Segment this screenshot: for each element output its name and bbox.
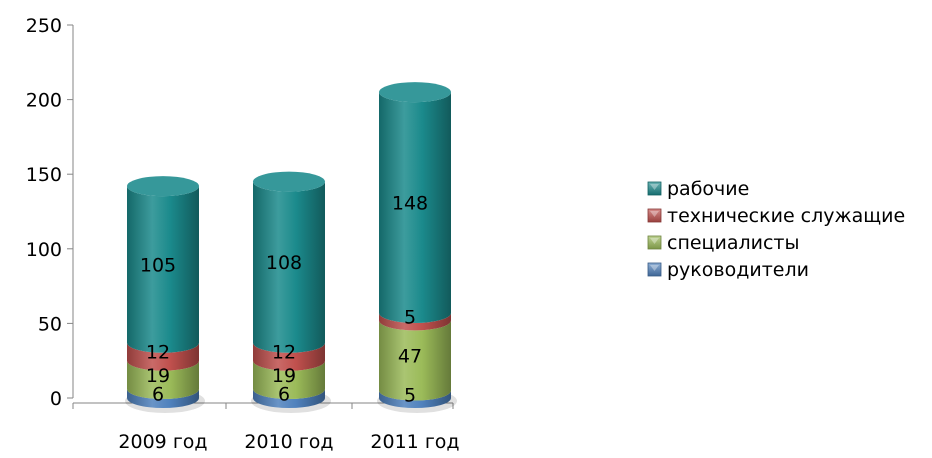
legend-item: специалисты (647, 232, 800, 254)
data-label: 12 (272, 342, 296, 364)
bars (125, 82, 457, 413)
bar-1-2 (379, 320, 451, 401)
bar-2-2 (379, 312, 451, 331)
data-label: 6 (278, 384, 290, 406)
data-label: 12 (146, 342, 170, 364)
y-tick-label: 100 (26, 239, 62, 261)
legend: рабочие технические служащие специалисты ру… (647, 178, 905, 281)
bar-3-1 (253, 171, 325, 353)
bar-0-0 (127, 389, 199, 408)
legend-label: специалисты (667, 232, 800, 254)
legend-swatch (647, 208, 662, 223)
bar-3-0 (127, 176, 199, 353)
x-tick-label: 2011 год (370, 431, 459, 453)
y-tick-label: 50 (38, 313, 62, 335)
bar-1-1 (253, 360, 325, 400)
legend-label: технические служащие (667, 205, 905, 227)
bar-3-2 (379, 82, 451, 323)
bar-0-1 (253, 389, 325, 408)
bar-2-1 (253, 342, 325, 371)
legend-item: рабочие (647, 178, 749, 200)
legend-label: руководители (667, 259, 809, 281)
data-label: 5 (404, 384, 416, 406)
y-tick-label: 250 (26, 15, 62, 37)
data-label: 5 (404, 307, 416, 329)
legend-swatch (647, 181, 662, 196)
data-label: 47 (398, 345, 422, 367)
data-label: 19 (146, 365, 170, 387)
axes: 0 50 100 150 200 250 2009 год 2010 год 2011 год (26, 15, 460, 453)
data-label: 19 (272, 365, 296, 387)
legend-label: рабочие (667, 178, 749, 200)
legend-swatch (647, 235, 662, 250)
x-tick-label: 2009 год (118, 431, 207, 453)
data-label: 108 (266, 252, 302, 274)
bar-1-0 (127, 360, 199, 400)
y-tick-label: 0 (50, 388, 62, 410)
bar-2-0 (127, 342, 199, 371)
legend-item: технические служащие (647, 205, 905, 227)
y-tick-label: 150 (26, 164, 62, 186)
legend-swatch (647, 262, 662, 277)
x-tick-label: 2010 год (244, 431, 333, 453)
data-label: 148 (392, 193, 428, 215)
data-label: 105 (140, 254, 176, 276)
legend-item: руководители (647, 259, 809, 281)
y-tick-label: 200 (26, 90, 62, 112)
bar-0-2 (379, 390, 451, 408)
data-label: 6 (152, 384, 164, 406)
